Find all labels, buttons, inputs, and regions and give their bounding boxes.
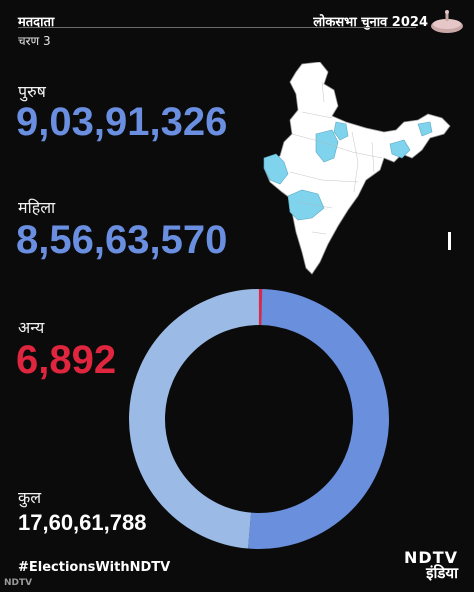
map-districts — [289, 81, 383, 235]
male-label: पुरुष — [18, 82, 46, 101]
page-title: मतदाता — [18, 15, 55, 30]
donut-slice-female — [129, 289, 260, 549]
male-value: 9,03,91,326 — [16, 100, 228, 144]
female-value: 8,56,63,570 — [16, 218, 228, 262]
map-highlight-north — [333, 121, 349, 141]
brand-top: NDTV — [404, 548, 458, 567]
map-highlight-south — [287, 189, 325, 221]
ndtv-india-logo: NDTV इंडिया — [404, 548, 458, 583]
header-divider — [18, 27, 416, 28]
ndtv-watermark: NDTV — [4, 578, 33, 588]
map-highlight-northeast — [417, 121, 433, 137]
donut-slice-male — [248, 289, 389, 549]
map-highlight-west — [263, 153, 289, 185]
phase-subtitle: चरण 3 — [18, 34, 51, 48]
map-highlight-central — [315, 129, 339, 163]
other-label: अन्य — [18, 318, 45, 337]
hashtag: #ElectionsWithNDTV — [18, 560, 171, 575]
total-label: कुल — [18, 488, 42, 507]
india-map-icon — [263, 62, 451, 275]
parliament-icon — [431, 10, 463, 33]
female-label: महिला — [18, 198, 56, 217]
total-value: 17,60,61,788 — [18, 510, 147, 535]
andaman-islands — [448, 232, 451, 250]
other-value: 6,892 — [16, 338, 117, 382]
election-title: लोकसभा चुनाव 2024 — [313, 15, 428, 30]
map-highlight-east — [389, 139, 411, 159]
brand-bottom: इंडिया — [426, 564, 458, 582]
